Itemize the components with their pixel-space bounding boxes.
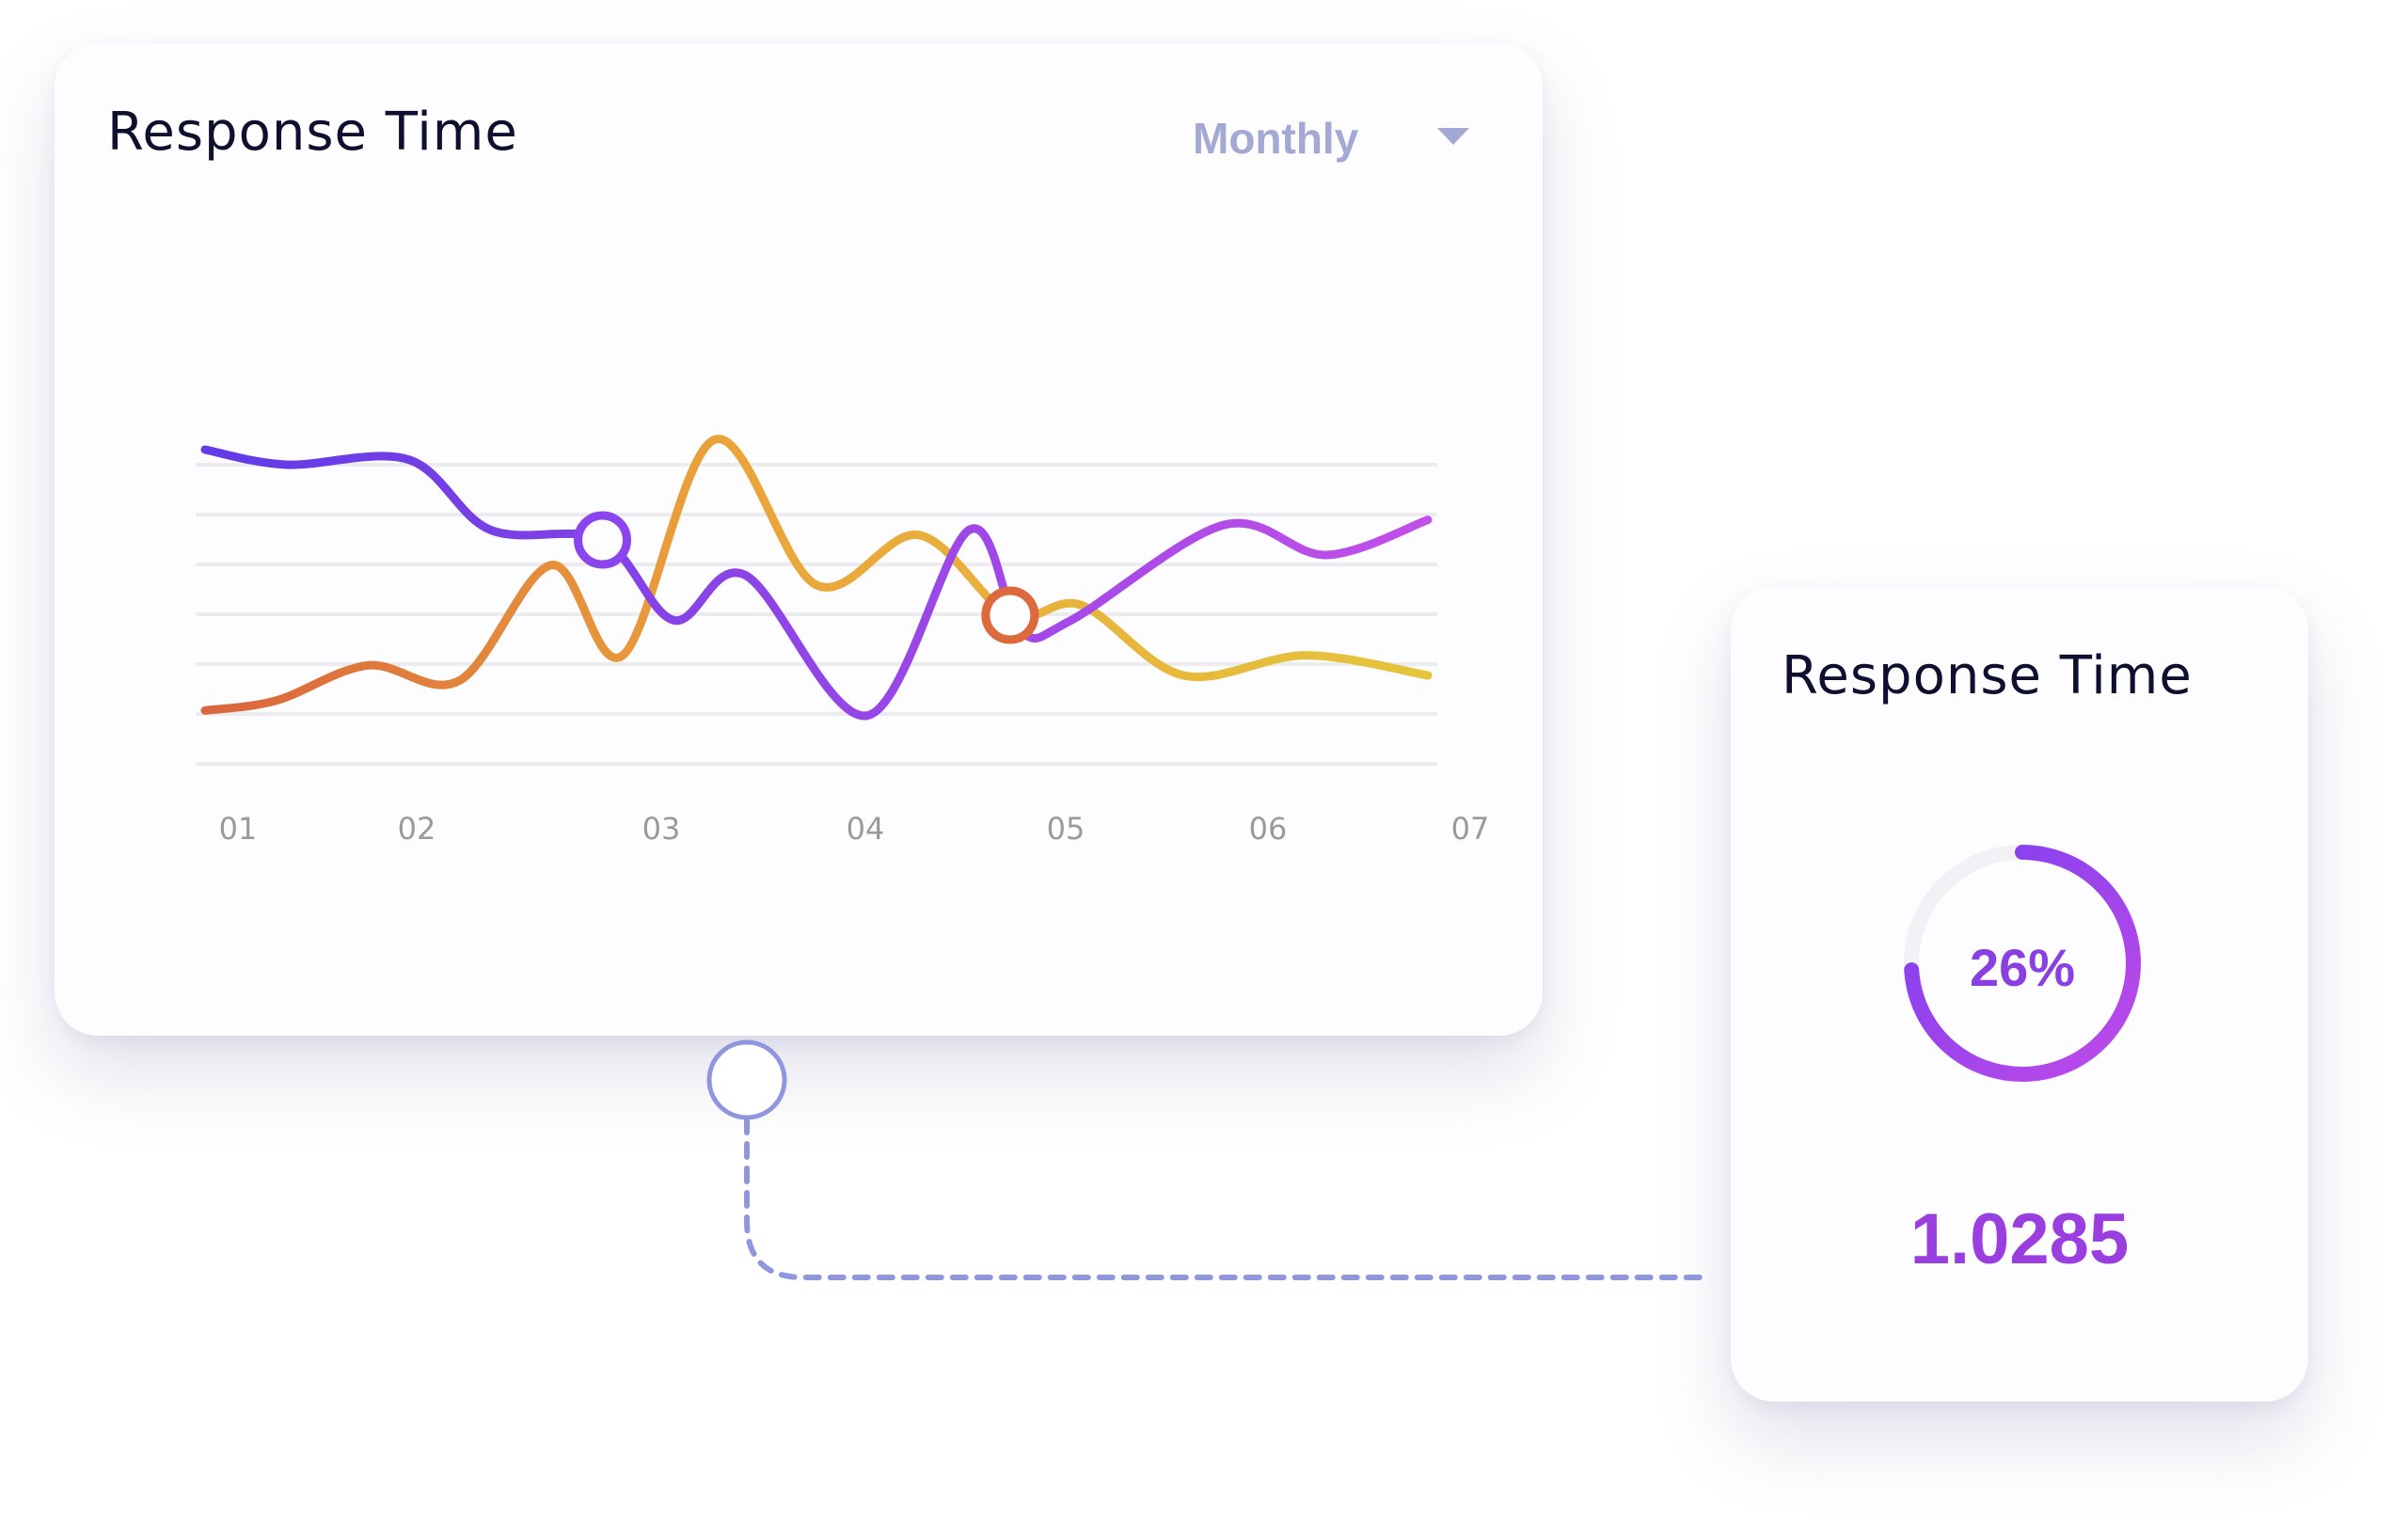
chart-series xyxy=(200,435,1433,721)
x-tick-label: 04 xyxy=(847,811,885,847)
x-tick-label: 01 xyxy=(219,811,258,847)
x-tick-label: 05 xyxy=(1047,811,1085,847)
progress-percent: 26% xyxy=(1969,938,2076,997)
connector-node xyxy=(706,1039,787,1120)
series-line-purple xyxy=(200,445,1433,721)
series-line-orange xyxy=(200,435,1433,715)
period-select-value: Monthly xyxy=(1193,114,1359,163)
period-select[interactable]: Monthly xyxy=(1193,105,1513,171)
response-time-summary-card: Response Time 26% 1.0285 xyxy=(1731,587,2308,1402)
series-marker-orange[interactable] xyxy=(981,586,1039,644)
x-tick-label: 06 xyxy=(1249,811,1288,847)
x-tick-label: 02 xyxy=(398,811,436,847)
x-tick-label: 03 xyxy=(642,811,681,847)
response-time-line-chart: 01 02 03 04 05 06 07 xyxy=(196,435,1490,847)
chart-gridlines xyxy=(196,463,1437,766)
response-time-chart-card: Response Time Monthly 01 02 03 04 05 06 07 xyxy=(55,43,1543,1036)
progress-ring xyxy=(1904,845,2141,1082)
x-axis-ticks: 01 02 03 04 05 06 07 xyxy=(219,811,1490,847)
connector-dashed-path xyxy=(744,1117,1713,1280)
response-time-value: 1.0285 xyxy=(1909,1199,2130,1279)
chart-card-title: Response Time xyxy=(107,102,518,163)
x-tick-label: 07 xyxy=(1451,811,1490,847)
summary-card-title: Response Time xyxy=(1782,645,2193,706)
series-marker-purple[interactable] xyxy=(574,511,631,569)
progress-ring-arc xyxy=(1904,845,2141,1082)
chevron-down-icon xyxy=(1437,128,1469,145)
